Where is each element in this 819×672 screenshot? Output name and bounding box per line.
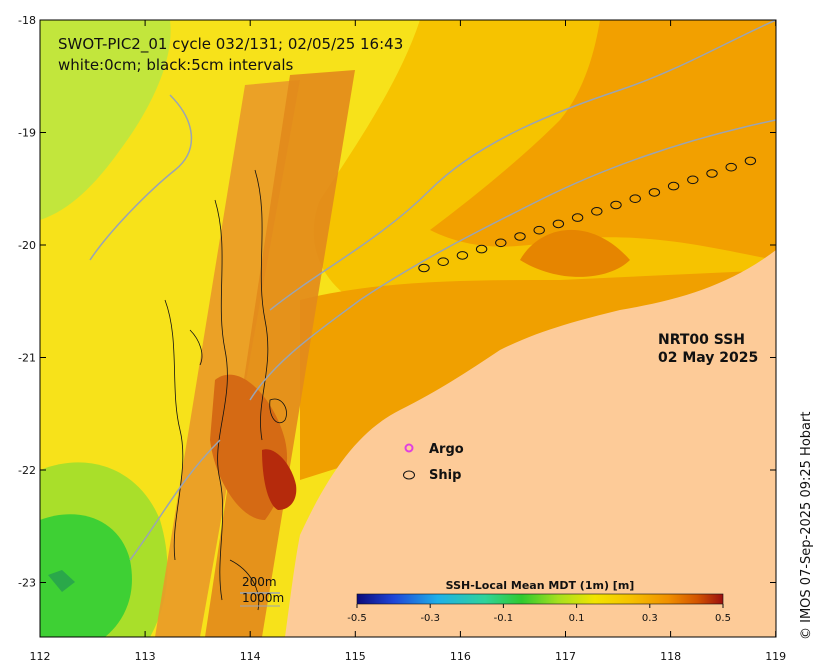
isobath-200-label: 200m: [242, 575, 277, 589]
lon-tick-label: 114: [240, 650, 261, 663]
lon-tick-label: 116: [450, 650, 471, 663]
ship-position-marker: [610, 200, 622, 210]
ship-position-marker: [418, 263, 430, 273]
lon-tick-label: 115: [345, 650, 366, 663]
longitude-axis: 112 113 114 115 116 117 118 119: [30, 20, 786, 663]
colorbar-tick-label: 0.1: [569, 613, 585, 624]
lat-tick-label: -20: [18, 239, 36, 252]
colorbar-tick-label: -0.5: [347, 613, 367, 624]
isobath-1000-label: 1000m: [242, 591, 284, 605]
colorbar-title: SSH-Local Mean MDT (1m) [m]: [446, 579, 635, 592]
ship-position-marker: [475, 244, 488, 254]
lat-tick-label: -21: [18, 352, 36, 365]
ship-marker-icon: [403, 470, 415, 480]
argo-marker-icon: [404, 443, 414, 453]
colorbar: SSH-Local Mean MDT (1m) [m] -0.5 -0.3 -0.1…: [347, 579, 731, 624]
ship-track: [418, 156, 757, 273]
lat-tick-label: -19: [18, 127, 36, 140]
ship-position-marker: [687, 175, 699, 185]
copyright-text: © IMOS 07-Sep-2025 09:25 Hobart: [799, 412, 814, 640]
ship-position-marker: [629, 194, 641, 203]
ship-position-marker: [514, 232, 526, 241]
colorbar-tick-label: -0.1: [494, 613, 514, 624]
map-legend: Argo Ship: [403, 442, 464, 483]
ship-position-marker: [533, 225, 545, 235]
lat-tick-label: -23: [18, 577, 36, 590]
colorbar-tick-label: -0.3: [420, 613, 440, 624]
lon-tick-label: 113: [135, 650, 156, 663]
map-title: SWOT-PIC2_01 cycle 032/131; 02/05/25 16:…: [58, 35, 403, 54]
ship-position-marker: [495, 238, 507, 248]
lat-tick-label: -18: [18, 14, 36, 27]
product-name: NRT00 SSH: [658, 332, 745, 348]
ship-position-marker: [456, 251, 469, 260]
ship-position-marker: [725, 162, 737, 172]
plot-frame: [39, 19, 777, 638]
latitude-axis: -18 -19 -20 -21 -22 -23: [18, 14, 776, 590]
ship-position-marker: [706, 169, 718, 178]
colorbar-tick-label: 0.3: [642, 613, 658, 624]
product-date: 02 May 2025: [658, 350, 758, 366]
lon-tick-label: 112: [30, 650, 51, 663]
ship-position-marker: [571, 213, 584, 222]
ship-position-marker: [552, 219, 565, 229]
ship-position-marker: [591, 207, 603, 216]
colorbar-gradient: [356, 593, 724, 605]
legend-argo-label: Argo: [429, 442, 464, 457]
map-subtitle: white:0cm; black:5cm intervals: [58, 56, 294, 74]
ship-position-marker: [744, 156, 757, 166]
lon-tick-label: 119: [765, 650, 786, 663]
lat-tick-label: -22: [18, 464, 36, 477]
map-field: [40, 20, 776, 637]
lon-tick-label: 117: [555, 650, 576, 663]
ship-position-marker: [667, 181, 680, 191]
ship-position-marker: [648, 188, 661, 197]
lon-tick-label: 118: [660, 650, 681, 663]
legend-ship-label: Ship: [429, 468, 461, 483]
ship-position-marker: [437, 257, 449, 267]
colorbar-tick-label: 0.5: [715, 613, 731, 624]
